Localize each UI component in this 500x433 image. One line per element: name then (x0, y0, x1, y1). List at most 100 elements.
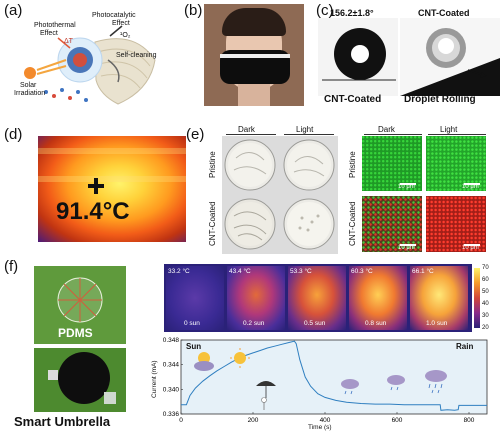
sun-label: Sun (186, 342, 202, 351)
thermal-sun-2: 0.5 sun (304, 320, 326, 327)
smart-umbrella-caption: Smart Umbrella (14, 414, 111, 429)
panel-e-label: (e) (186, 126, 205, 143)
fluor-cnt-light (426, 196, 486, 252)
header-rule (428, 134, 486, 135)
row-pristine-label: Pristine (208, 151, 217, 178)
sun-icon (230, 348, 250, 368)
y-tick-label: 0.340 (163, 386, 180, 393)
scale-label: 10 μm (462, 184, 479, 190)
thermal-temp-1: 43.4 °C (229, 268, 251, 275)
pdms-caption: PDMS (58, 326, 93, 340)
plot-frame (180, 339, 488, 415)
thermal-temp-3: 60.3 °C (351, 268, 373, 275)
fluor-cnt-dark (362, 196, 422, 252)
thermal-frame-2 (288, 266, 346, 330)
thermal-temp-2: 53.3 °C (290, 268, 312, 275)
mask-strap (220, 54, 290, 58)
scale-bar (464, 244, 480, 246)
fluor-pristine-dark (362, 136, 422, 191)
umbrella-frame-icon (57, 277, 103, 323)
x-tick-label: 0 (179, 417, 183, 424)
solar-label: Solar (20, 82, 37, 89)
thermal-sun-3: 0.8 sun (365, 320, 387, 327)
contact-angle-value: 156.2±1.8° (330, 8, 374, 18)
thermal-temp-0: 33.2 °C (168, 268, 190, 275)
y-tick-label: 0.336 (163, 411, 180, 418)
colorbar-tick-30: 30 (482, 313, 489, 319)
fluor-col-light-label: Light (440, 125, 458, 134)
colorbar-tick-60: 60 (482, 277, 489, 283)
thermal-sun-1: 0.2 sun (243, 320, 265, 327)
delta-t-label: ΔT (64, 38, 73, 45)
photocatalytic-effect-label: Effect (112, 20, 130, 27)
thermal-temp-4: 66.1 °C (412, 268, 434, 275)
colorbar (474, 268, 480, 328)
thermal-stripe (38, 148, 186, 154)
x-axis-label: Time (s) (308, 424, 332, 431)
petri-dishes (222, 136, 338, 254)
droplet-rolling-caption: Droplet Rolling (404, 94, 476, 105)
droplet-images (318, 18, 500, 96)
irradiation-label: Irradiation (14, 90, 46, 97)
cloud-rain-icon (387, 375, 405, 391)
mask-photo (204, 4, 304, 106)
thermal-frame-0 (166, 266, 224, 330)
row-cnt-label: CNT-Coated (208, 201, 217, 246)
thermal-sun-0: 0 sun (184, 320, 200, 327)
fluor-pristine-light (426, 136, 486, 191)
umbrella-icon (48, 352, 116, 404)
thermal-frame-4 (410, 266, 468, 330)
smart-umbrella-photo (34, 348, 126, 412)
photothermal-effect-label: Effect (40, 30, 58, 37)
thermal-frame-3 (349, 266, 407, 330)
colorbar-tick-40: 40 (482, 301, 489, 307)
colorbar-tick-20: 20 (482, 325, 489, 331)
col-dark-label: Dark (238, 125, 255, 134)
y-tick-label: 0.344 (163, 362, 180, 369)
current-chart: 0 200 400 600 800 0.336 0.340 0.344 0.348 (163, 337, 488, 424)
cnt-coated-caption-left: CNT-Coated (324, 94, 382, 105)
scale-bar (464, 183, 480, 185)
panel-d-label: (d) (4, 126, 23, 143)
panel-a-label: (a) (4, 2, 23, 19)
current-series-line (181, 340, 487, 411)
col-light-label: Light (296, 125, 314, 134)
scale-bar (400, 244, 416, 246)
scale-label: 10 μm (398, 245, 415, 251)
thermal-frame-1 (227, 266, 285, 330)
max-temperature: 91.4°C (56, 198, 130, 225)
thermal-sun-4: 1.0 sun (426, 320, 448, 327)
singlet-oxygen-label: ¹O₂ (120, 32, 131, 39)
photothermal-label: Photothermal (34, 22, 76, 29)
fluor-col-dark-label: Dark (378, 125, 395, 134)
x-tick-label: 400 (320, 417, 331, 424)
header-rule (226, 134, 276, 135)
mannequin-hair (222, 8, 286, 36)
header-rule (364, 134, 422, 135)
scale-label: 10 μm (398, 184, 415, 190)
scale-label: 10 μm (462, 245, 479, 251)
header-rule (284, 134, 334, 135)
mannequin-neck (238, 84, 270, 106)
pdms-photo (34, 266, 126, 344)
scale-bar (400, 183, 416, 185)
y-tick-label: 0.348 (163, 337, 180, 344)
fluor-row-cnt-label: CNT-Coated (348, 201, 357, 246)
thermal-stripe (38, 176, 186, 182)
panel-a-illustration (24, 25, 156, 105)
photocatalytic-label: Photocatalytic (92, 12, 136, 19)
self-cleaning-label: Self-cleaning (116, 52, 157, 59)
panel-b-label: (b) (184, 2, 203, 19)
fluor-row-pristine-label: Pristine (348, 151, 357, 178)
crosshair-icon-vertical (94, 178, 98, 194)
x-tick-label: 200 (248, 417, 259, 424)
person-umbrella-icon (256, 381, 276, 410)
cnt-coated-title-right: CNT-Coated (418, 8, 470, 18)
thermal-image-mask (38, 136, 186, 242)
panel-c-label: (c) (316, 2, 334, 19)
y-axis-label: Current (mA) (151, 360, 158, 398)
x-tick-label: 800 (464, 417, 475, 424)
colorbar-tick-70: 70 (482, 265, 489, 271)
x-tick-label: 600 (392, 417, 403, 424)
cloud-rain-icon (341, 379, 359, 395)
